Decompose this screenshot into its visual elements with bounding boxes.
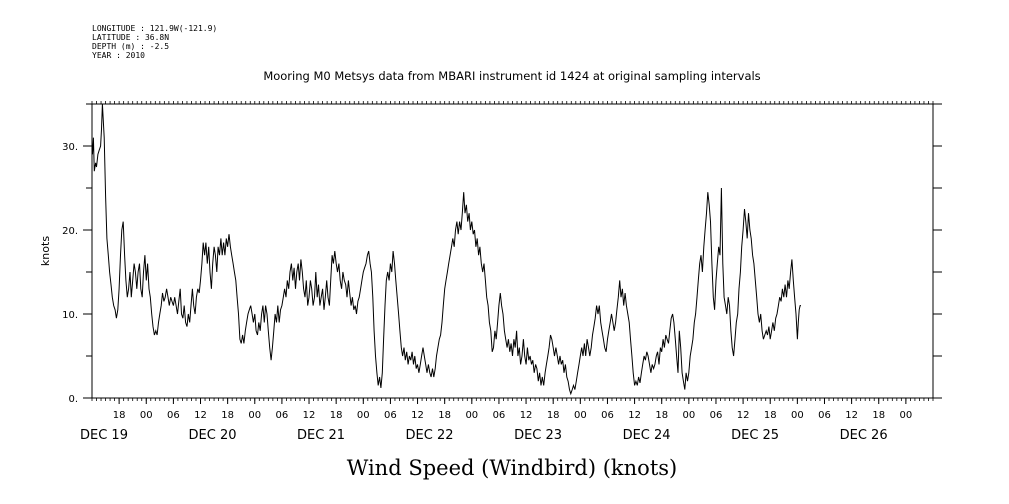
x-tick-label: 18 <box>330 410 343 421</box>
x-tick-label: 12 <box>520 410 533 421</box>
x-tick-label: 12 <box>845 410 858 421</box>
year-label: YEAR : 2010 <box>92 51 145 60</box>
x-tick-label: 00 <box>791 410 804 421</box>
x-axis: 18 00 06 12 18 00 06 12 18 00 06 12 18 00 06 12 18 00 06 12… <box>80 101 934 443</box>
x-tick-label: 00 <box>140 410 153 421</box>
y-tick-label: 10. <box>62 310 78 321</box>
x-tick-label: 12 <box>411 410 424 421</box>
x-tick-label: 06 <box>710 410 723 421</box>
x-day-label: DEC 21 <box>297 428 345 443</box>
x-tick-label: 06 <box>601 410 614 421</box>
y-tick-label: 20. <box>62 226 78 237</box>
y-axis: 0. 10. 20. 30. <box>62 103 942 405</box>
x-tick-label: 06 <box>493 410 506 421</box>
x-day-label: DEC 22 <box>406 428 454 443</box>
x-tick-label: 18 <box>221 410 234 421</box>
x-tick-label: 18 <box>655 410 668 421</box>
x-tick-label: 00 <box>574 410 587 421</box>
x-tick-label: 00 <box>465 410 478 421</box>
x-axis-title: Wind Speed (Windbird) (knots) <box>347 456 677 480</box>
x-tick-label: 00 <box>248 410 261 421</box>
x-tick-label: 12 <box>737 410 750 421</box>
x-tick-label: 18 <box>438 410 451 421</box>
latitude-label: LATITUDE : 36.8N <box>92 33 169 42</box>
x-tick-label: 00 <box>357 410 370 421</box>
x-tick-label: 06 <box>384 410 397 421</box>
wind-speed-line <box>92 103 801 396</box>
x-day-label: DEC 20 <box>189 428 237 443</box>
y-axis-label: knots <box>39 236 52 266</box>
longitude-label: LONGITUDE : 121.9W(-121.9) <box>92 24 217 33</box>
x-day-label: DEC 26 <box>840 428 888 443</box>
x-tick-label: 18 <box>764 410 777 421</box>
x-tick-label: 00 <box>900 410 913 421</box>
x-day-label: DEC 19 <box>80 428 128 443</box>
x-tick-label: 18 <box>113 410 126 421</box>
x-tick-label: 06 <box>167 410 180 421</box>
x-tick-label: 06 <box>818 410 831 421</box>
x-tick-label: 12 <box>303 410 316 421</box>
depth-label: DEPTH (m) : -2.5 <box>92 42 169 51</box>
x-day-label: DEC 25 <box>731 428 779 443</box>
x-tick-label: 00 <box>682 410 695 421</box>
x-day-label: DEC 24 <box>623 428 671 443</box>
y-tick-label: 30. <box>62 142 78 153</box>
y-tick-label: 0. <box>68 394 78 405</box>
x-tick-label: 18 <box>547 410 560 421</box>
x-tick-label: 12 <box>194 410 207 421</box>
x-tick-label: 06 <box>276 410 289 421</box>
x-tick-label: 18 <box>872 410 885 421</box>
x-tick-label: 12 <box>628 410 641 421</box>
chart-title: Mooring M0 Metsys data from MBARI instru… <box>263 69 760 83</box>
x-day-label: DEC 23 <box>514 428 562 443</box>
